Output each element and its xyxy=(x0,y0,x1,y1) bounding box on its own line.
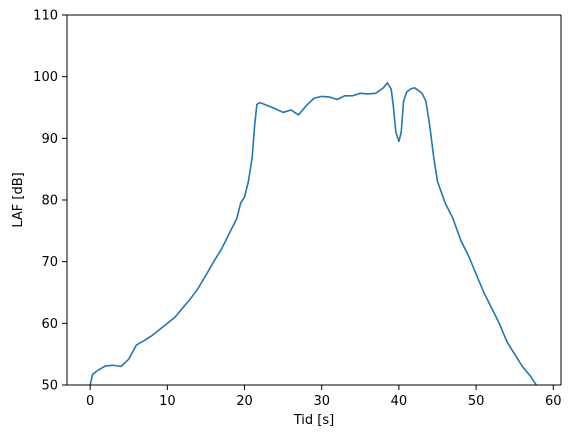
x-tick-label: 30 xyxy=(313,394,330,409)
y-tick-label: 90 xyxy=(41,132,58,147)
y-tick-label: 110 xyxy=(33,9,58,24)
x-tick-label: 50 xyxy=(468,394,485,409)
series-layer xyxy=(89,82,538,385)
x-axis-label: Tid [s] xyxy=(293,413,334,428)
x-tick-label: 20 xyxy=(236,394,253,409)
x-tick-label: 40 xyxy=(391,394,408,409)
y-axis-label: LAF [dB] xyxy=(11,172,26,227)
y-tick-label: 100 xyxy=(33,70,58,85)
ticks-layer: 0 10 20 30 40 50 60 50 60 70 80 90 100 110 xyxy=(33,9,561,410)
y-tick-label: 70 xyxy=(41,255,58,270)
x-tick-label: 10 xyxy=(159,394,176,409)
series-line-0 xyxy=(89,82,538,385)
y-tick-label: 50 xyxy=(41,379,58,394)
y-tick-label: 60 xyxy=(41,317,58,332)
axes-layer xyxy=(66,14,562,386)
y-tick-label: 80 xyxy=(41,194,58,209)
x-tick-label: 60 xyxy=(545,394,562,409)
x-tick-label: 0 xyxy=(86,394,94,409)
